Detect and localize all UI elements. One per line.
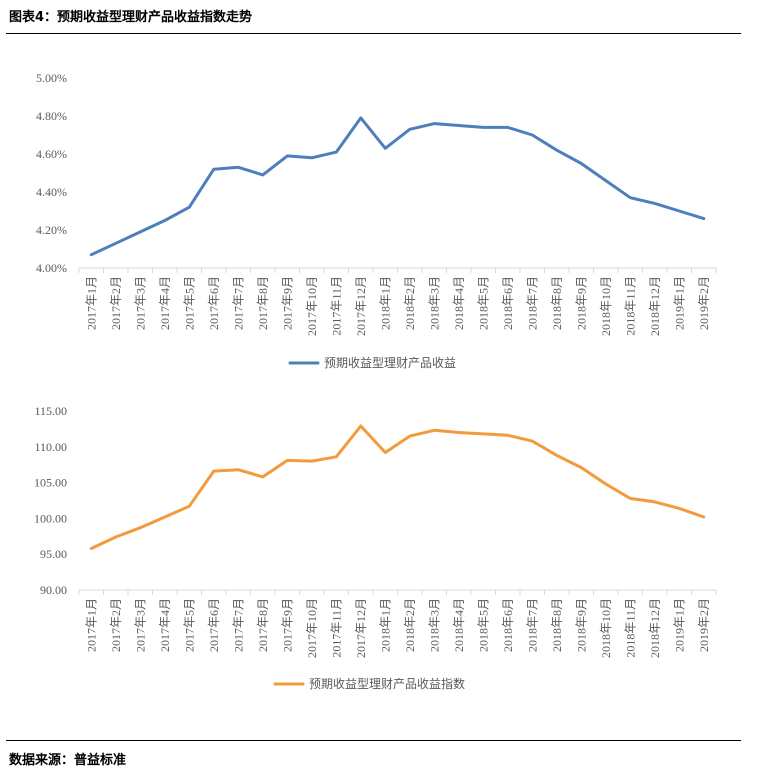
- x-tick-label: 2019年1月: [672, 276, 686, 330]
- x-tick-label: 2017年6月: [207, 276, 221, 330]
- x-tick-label: 2017年10月: [305, 598, 319, 658]
- chart-2: 90.00 95.00 100.00 105.00 110.00 115.00 2017年1…: [34, 404, 717, 691]
- x-tick-label: 2018年1月: [378, 276, 392, 330]
- x-tick-label: 2017年4月: [158, 598, 172, 652]
- x-tick-label: 2017年12月: [354, 276, 368, 336]
- y-tick-label: 4.40%: [36, 185, 67, 199]
- x-tick-label: 2018年7月: [525, 276, 539, 330]
- y-tick-label: 4.60%: [36, 147, 67, 161]
- x-tick-label: 2018年7月: [525, 598, 539, 652]
- x-tick-label: 2018年6月: [501, 598, 515, 652]
- x-tick-label: 2017年5月: [182, 276, 196, 330]
- x-tick-label: 2018年12月: [648, 598, 662, 658]
- y-tick-label: 4.20%: [36, 223, 67, 237]
- x-tick-label: 2017年7月: [231, 276, 245, 330]
- x-tick-label: 2018年12月: [648, 276, 662, 336]
- x-tick-label: 2017年1月: [84, 276, 98, 330]
- bottom-rule: [6, 740, 741, 741]
- x-tick-label: 2017年4月: [158, 276, 172, 330]
- series-line: [89, 424, 706, 550]
- x-tick-label: 2017年8月: [256, 598, 270, 652]
- x-tick-label: 2017年8月: [256, 276, 270, 330]
- chart-1: 4.00% 4.20% 4.40% 4.60% 4.80% 5.00% 2017年1月 201…: [36, 71, 717, 370]
- x-tick-label: 2017年10月: [305, 276, 319, 336]
- x-tick-label: 2018年3月: [427, 598, 441, 652]
- x-tick-label: 2018年9月: [574, 598, 588, 652]
- x-tick-label: 2017年5月: [182, 598, 196, 652]
- x-tick-label: 2018年2月: [403, 276, 417, 330]
- source-note: 数据来源：普益标准: [9, 753, 127, 768]
- y-tick-label: 115.00: [34, 404, 67, 418]
- x-tick-label: 2017年7月: [231, 598, 245, 652]
- legend-label: 预期收益型理财产品收益指数: [309, 676, 465, 691]
- x-tick-label: 2018年11月: [623, 276, 637, 336]
- y-tick-label: 110.00: [34, 440, 67, 454]
- x-tick-label: 2017年9月: [280, 598, 294, 652]
- x-tick-label: 2018年10月: [599, 276, 613, 336]
- x-tick-label: 2019年2月: [697, 276, 711, 330]
- x-tick-label: 2018年2月: [403, 598, 417, 652]
- y-tick-label: 100.00: [34, 511, 67, 525]
- x-tick-label: 2019年1月: [672, 598, 686, 652]
- x-tick-label: 2018年9月: [574, 276, 588, 330]
- y-tick-label: 105.00: [34, 476, 67, 490]
- y-tick-label: 5.00%: [36, 71, 67, 85]
- legend-label: 预期收益型理财产品收益: [324, 356, 456, 370]
- y-tick-label: 95.00: [40, 547, 67, 561]
- x-tick-label: 2017年2月: [109, 598, 123, 652]
- y-tick-label: 90.00: [40, 583, 67, 597]
- x-tick-label: 2018年5月: [476, 598, 490, 652]
- legend: 预期收益型理财产品收益指数: [273, 676, 465, 691]
- x-tick-label: 2018年4月: [452, 598, 466, 652]
- x-tick-label: 2018年3月: [427, 276, 441, 330]
- x-tick-label: 2019年2月: [697, 598, 711, 652]
- x-tick-label: 2018年1月: [378, 598, 392, 652]
- x-tick-label: 2017年3月: [133, 598, 147, 652]
- x-tick-label: 2017年11月: [329, 598, 343, 658]
- y-tick-label: 4.00%: [36, 261, 67, 275]
- x-tick-label: 2017年2月: [109, 276, 123, 330]
- x-tick-label: 2018年8月: [550, 276, 564, 330]
- x-tick-label: 2017年9月: [280, 276, 294, 330]
- legend: 预期收益型理财产品收益: [288, 356, 456, 370]
- y-tick-label: 4.80%: [36, 109, 67, 123]
- x-tick-label: 2017年11月: [329, 276, 343, 336]
- x-tick-label: 2017年3月: [133, 276, 147, 330]
- x-tick-label: 2017年6月: [207, 598, 221, 652]
- x-tick-label: 2017年12月: [354, 598, 368, 658]
- x-tick-label: 2018年5月: [476, 276, 490, 330]
- x-tick-label: 2018年10月: [599, 598, 613, 658]
- x-tick-label: 2018年4月: [452, 276, 466, 330]
- x-tick-label: 2018年8月: [550, 598, 564, 652]
- x-tick-label: 2017年1月: [84, 598, 98, 652]
- x-tick-label: 2018年6月: [501, 276, 515, 330]
- series-line: [89, 116, 706, 257]
- x-tick-label: 2018年11月: [623, 598, 637, 658]
- top-rule: [6, 33, 741, 34]
- figure-title: 图表4：预期收益型理财产品收益指数走势: [9, 10, 253, 25]
